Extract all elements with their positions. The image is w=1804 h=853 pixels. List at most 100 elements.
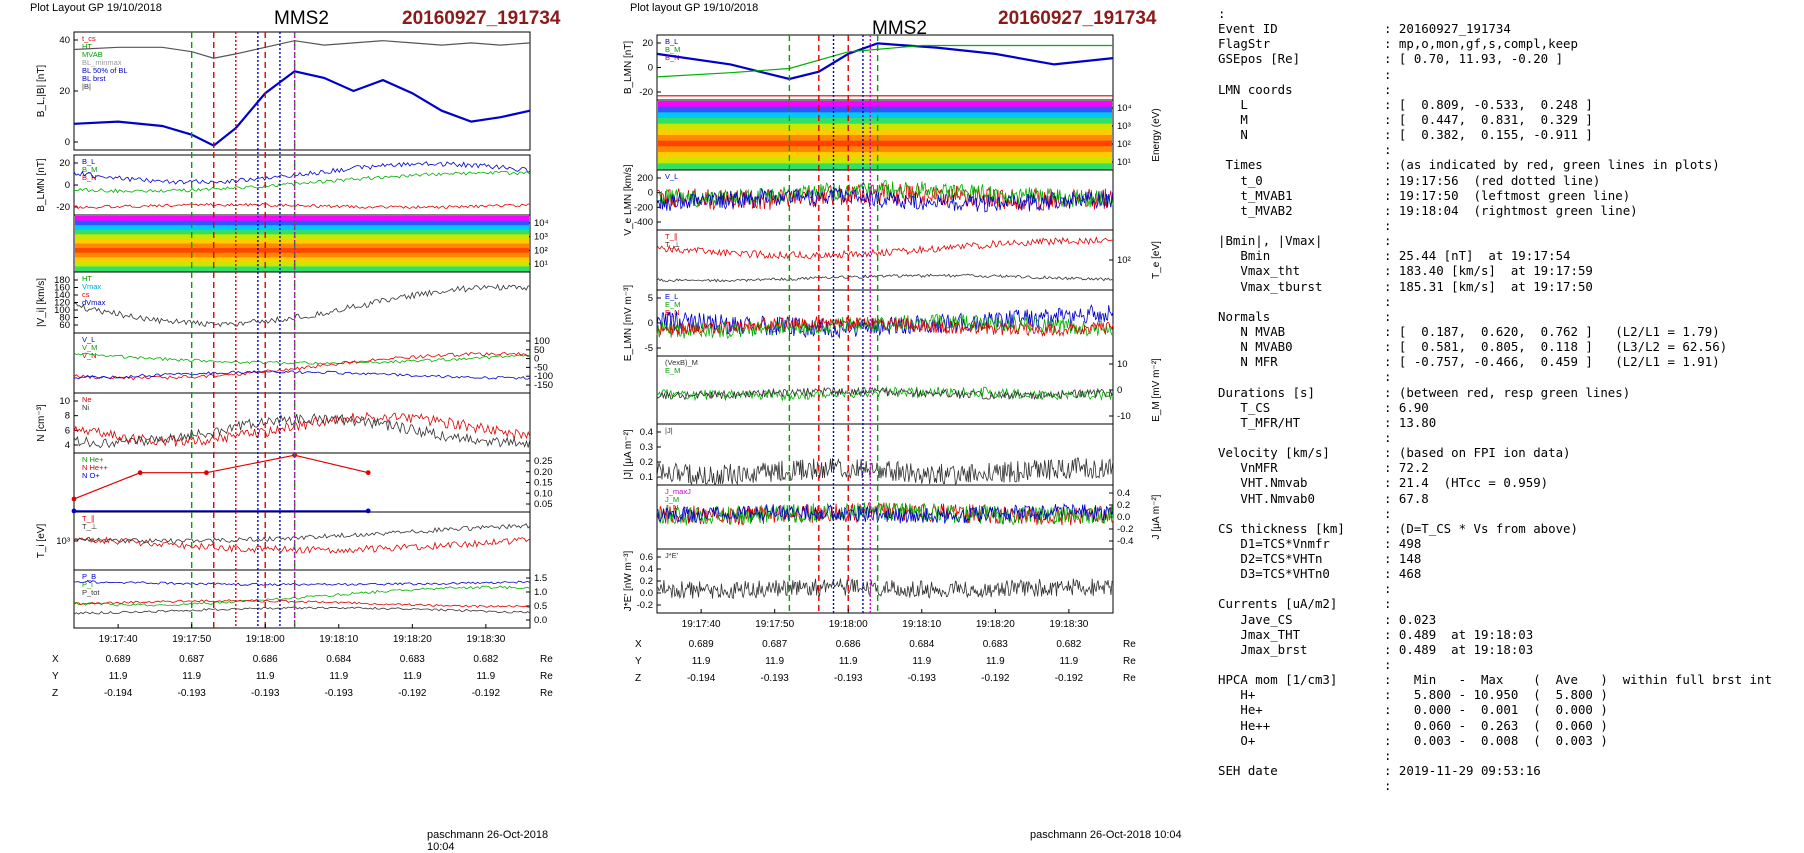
legend-entry: Vmax: [82, 282, 101, 291]
y-tick-label: 0: [65, 180, 70, 191]
y-tick-label: 0.2: [640, 457, 653, 468]
y-tick-label: 8: [65, 411, 70, 422]
summary-value: : 13.80: [1384, 414, 1437, 430]
summary-value: : Min - Max ( Ave ) within full brst int: [1384, 672, 1772, 688]
position-value: 0.683: [400, 654, 425, 665]
panel-trace: [656, 578, 1114, 600]
panel-trace: [656, 180, 1114, 208]
position-value: -0.193: [325, 688, 354, 699]
spectrogram-band: [75, 234, 529, 240]
legend-entry: t_cs: [82, 34, 96, 43]
y-tick-label: 60: [59, 320, 70, 331]
summary-row: FlagStr: mp,o,mon,gf,s,compl,keep: [1218, 36, 1802, 51]
y-tick-label: 0: [65, 137, 70, 148]
panel-trace: [73, 606, 531, 615]
position-value: 11.9: [912, 656, 931, 667]
position-value: -0.194: [104, 688, 133, 699]
y-tick-label: 10⁴: [1117, 103, 1132, 114]
summary-row: :: [1218, 748, 1802, 763]
spectrogram-band: [658, 140, 1112, 147]
legend-entry: P_B: [82, 572, 96, 581]
panel-y-label: E_LMN [mV m⁻³]: [623, 285, 634, 362]
panel-trace: [656, 457, 1114, 486]
y-tick-label: 20: [59, 86, 70, 97]
position-value: 0.682: [1056, 639, 1081, 650]
y-tick-label: -400: [634, 217, 653, 228]
position-unit: Re: [1123, 673, 1136, 684]
summary-row: He+: 0.000 - 0.001 ( 0.000 ): [1218, 702, 1802, 717]
panel-trace: [656, 273, 1114, 283]
panel-frame: [656, 355, 1114, 425]
spectrogram-band: [658, 123, 1112, 130]
position-value: -0.193: [908, 673, 937, 684]
spectrogram-band: [658, 146, 1112, 153]
y-tick-label: 0: [648, 188, 653, 199]
y-tick-label: -100: [534, 371, 553, 382]
position-value: 0.689: [106, 654, 131, 665]
panel-frame: [656, 229, 1114, 291]
summary-row: N MFR: [ -0.757, -0.466, 0.459 ] (L2/L1 …: [1218, 354, 1802, 369]
summary-value: : 0.003 - 0.008 ( 0.003 ): [1384, 732, 1608, 748]
y-tick-label: 100: [54, 305, 70, 316]
summary-value: : [ 0.382, 0.155, -0.911 ]: [1384, 127, 1593, 143]
position-value: 0.687: [762, 639, 787, 650]
y-tick-label: 10²: [1117, 255, 1131, 266]
legend-entry: BL brst: [82, 74, 106, 83]
legend-entry: T_⊥: [82, 522, 98, 531]
summary-value: : 0.489 at 19:18:03: [1384, 641, 1534, 657]
summary-value: : [ 0.581, 0.805, 0.118 ] (L3/L2 = 62.56…: [1384, 339, 1728, 355]
legend-entry: J_N: [665, 503, 678, 512]
summary-value: : 67.8: [1384, 490, 1429, 506]
panel-y-label: N [cm⁻³]: [36, 404, 47, 442]
spectrogram-band: [658, 163, 1112, 170]
summary-key: N: [1218, 127, 1248, 143]
position-row-label: Z: [635, 673, 641, 684]
panel-trace: [656, 304, 1114, 339]
summary-key: Vmax_tburst: [1218, 278, 1323, 294]
legend-entry: |B|: [82, 82, 91, 91]
panel-frame: [73, 271, 531, 334]
legend-entry: B_M: [82, 165, 97, 174]
summary-key: D1=TCS*Vnmfr: [1218, 535, 1330, 551]
y-tick-label: 160: [54, 283, 70, 294]
panel-trace: [656, 183, 1114, 211]
summary-value: :: [1384, 747, 1392, 763]
summary-row: Jmax_brst: 0.489 at 19:18:03: [1218, 642, 1802, 657]
summary-key: Bmin: [1218, 248, 1271, 264]
spectrogram-band: [658, 129, 1112, 136]
summary-key: Normals: [1218, 308, 1271, 324]
x-tick-label: 19:18:00: [246, 634, 285, 645]
y-tick-label: 10²: [534, 245, 548, 256]
position-value: 0.683: [983, 639, 1008, 650]
position-value: 11.9: [403, 671, 422, 682]
summary-value: : 0.000 - 0.001 ( 0.000 ): [1384, 702, 1608, 718]
legend-entry: E_N: [665, 308, 680, 317]
summary-row: t_0: 19:17:56 (red dotted line): [1218, 173, 1802, 188]
spectrogram-band: [75, 261, 529, 267]
summary-row: He++: 0.060 - 0.263 ( 0.060 ): [1218, 718, 1802, 733]
y-tick-label: 0.4: [640, 564, 653, 575]
summary-key: FlagStr: [1218, 36, 1271, 52]
summary-row: LMN coords:: [1218, 82, 1802, 97]
panel-frame: [73, 569, 531, 629]
summary-row: Durations [s]: (between red, resp green …: [1218, 385, 1802, 400]
position-value: -0.192: [472, 688, 501, 699]
summary-row: T_MFR/HT: 13.80: [1218, 415, 1802, 430]
data-point: [365, 470, 371, 476]
y-tick-label: 0.5: [534, 601, 547, 612]
y-tick-label: 120: [54, 298, 70, 309]
summary-value: : 0.489 at 19:18:03: [1384, 626, 1534, 642]
summary-key: N MVAB: [1218, 323, 1286, 339]
summary-row: Vmax_tburst: 185.31 [km/s] at 19:17:50: [1218, 279, 1802, 294]
summary-row: Times: (as indicated by red, green lines…: [1218, 157, 1802, 172]
y-tick-label: -0.4: [1117, 536, 1133, 547]
panel-y-label: |V_i| [km/s]: [36, 278, 47, 327]
y-tick-label: 0.3: [640, 442, 653, 453]
summary-row: t_MVAB1: 19:17:50 (leftmost green line): [1218, 188, 1802, 203]
panel-y-label: J*E' [nW m⁻³]: [623, 551, 634, 612]
y-tick-label: -5: [645, 343, 653, 354]
y-tick-label: 10³: [1117, 121, 1131, 132]
y-tick-label: 0.05: [534, 499, 553, 510]
y-tick-label: 20: [59, 158, 70, 169]
summary-row: |Bmin|, |Vmax|:: [1218, 233, 1802, 248]
